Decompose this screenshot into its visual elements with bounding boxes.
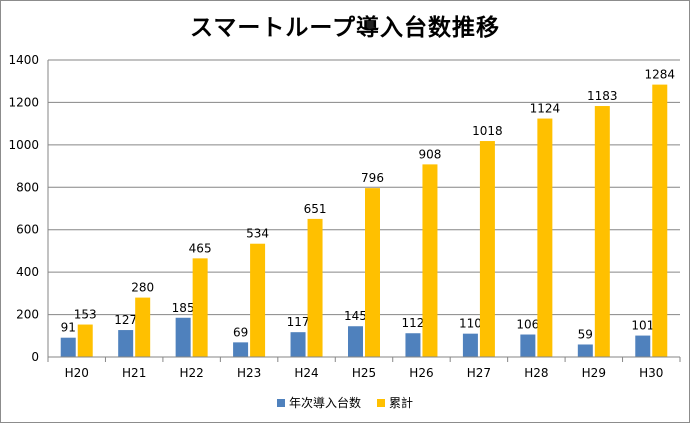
bar-annual [60, 337, 76, 357]
data-label-annual: 117 [287, 315, 310, 329]
legend-item-annual: 年次導入台数 [276, 394, 361, 411]
data-label-annual: 112 [402, 316, 425, 330]
y-tick-label: 1000 [8, 138, 39, 152]
x-tick-label: H22 [179, 366, 203, 380]
data-label-annual: 185 [172, 301, 195, 315]
data-label-cumulative: 534 [246, 227, 269, 241]
bar-cumulative [192, 258, 208, 357]
x-tick-label: H25 [352, 366, 376, 380]
x-tick-label: H24 [294, 366, 318, 380]
data-label-annual: 127 [114, 313, 137, 327]
x-tick-label: H27 [467, 366, 491, 380]
data-label-cumulative: 1183 [587, 89, 618, 103]
data-label-cumulative: 1018 [472, 124, 503, 138]
data-label-cumulative: 280 [131, 281, 154, 295]
bar-cumulative [250, 243, 266, 357]
x-tick-label: H29 [582, 366, 606, 380]
x-tick-label: H26 [409, 366, 433, 380]
legend-swatch-cumulative [377, 398, 385, 407]
y-tick-label: 800 [16, 180, 39, 194]
data-label-annual: 101 [631, 319, 654, 333]
y-tick-label: 0 [31, 350, 39, 364]
data-label-annual: 69 [233, 325, 248, 339]
bar-cumulative [594, 106, 610, 357]
bar-annual [520, 334, 536, 357]
x-tick-label: H21 [122, 366, 146, 380]
bar-cumulative [365, 188, 380, 357]
bar-cumulative [77, 324, 93, 357]
bar-cumulative [307, 218, 323, 357]
y-tick-label: 600 [16, 223, 39, 237]
data-label-annual: 110 [459, 317, 482, 331]
chart-title: スマートループ導入台数推移 [190, 15, 500, 41]
y-tick-label: 1200 [8, 95, 39, 109]
data-label-annual: 106 [516, 318, 539, 332]
y-tick-label: 400 [16, 265, 39, 279]
bar-annual [118, 330, 134, 357]
bar-annual [348, 326, 363, 357]
legend-item-cumulative: 累計 [377, 394, 413, 411]
bar-annual [405, 333, 421, 357]
bar-cumulative [537, 118, 553, 358]
legend: 年次導入台数 累計 [0, 394, 690, 411]
data-label-cumulative: 153 [74, 308, 97, 322]
bar-annual [175, 317, 191, 357]
y-tick-label: 1400 [8, 53, 39, 67]
bar-cumulative [652, 84, 668, 357]
data-label-annual: 145 [344, 309, 367, 323]
bar-annual [290, 332, 306, 357]
bar-annual [635, 335, 651, 357]
bar-cumulative [479, 141, 495, 357]
data-label-annual: 59 [578, 327, 593, 341]
x-tick-label: H20 [65, 366, 89, 380]
legend-swatch-annual [276, 398, 285, 407]
data-label-cumulative: 1124 [530, 102, 561, 116]
legend-label-annual: 年次導入台数 [288, 396, 361, 410]
bar-cumulative [422, 164, 438, 357]
bar-annual [462, 333, 478, 357]
data-label-cumulative: 465 [189, 241, 212, 255]
data-label-cumulative: 908 [419, 147, 442, 161]
bar-cumulative [135, 297, 151, 357]
data-label-cumulative: 651 [304, 202, 327, 216]
data-label-cumulative: 796 [361, 171, 384, 185]
bar-annual [233, 342, 249, 357]
legend-label-cumulative: 累計 [389, 396, 414, 410]
x-tick-label: H23 [237, 366, 261, 380]
y-tick-label: 200 [16, 308, 39, 322]
x-tick-label: H30 [639, 366, 663, 380]
bar-annual [577, 344, 593, 357]
data-label-cumulative: 1284 [644, 68, 675, 82]
data-label-annual: 91 [61, 321, 76, 335]
x-tick-label: H28 [524, 366, 548, 380]
